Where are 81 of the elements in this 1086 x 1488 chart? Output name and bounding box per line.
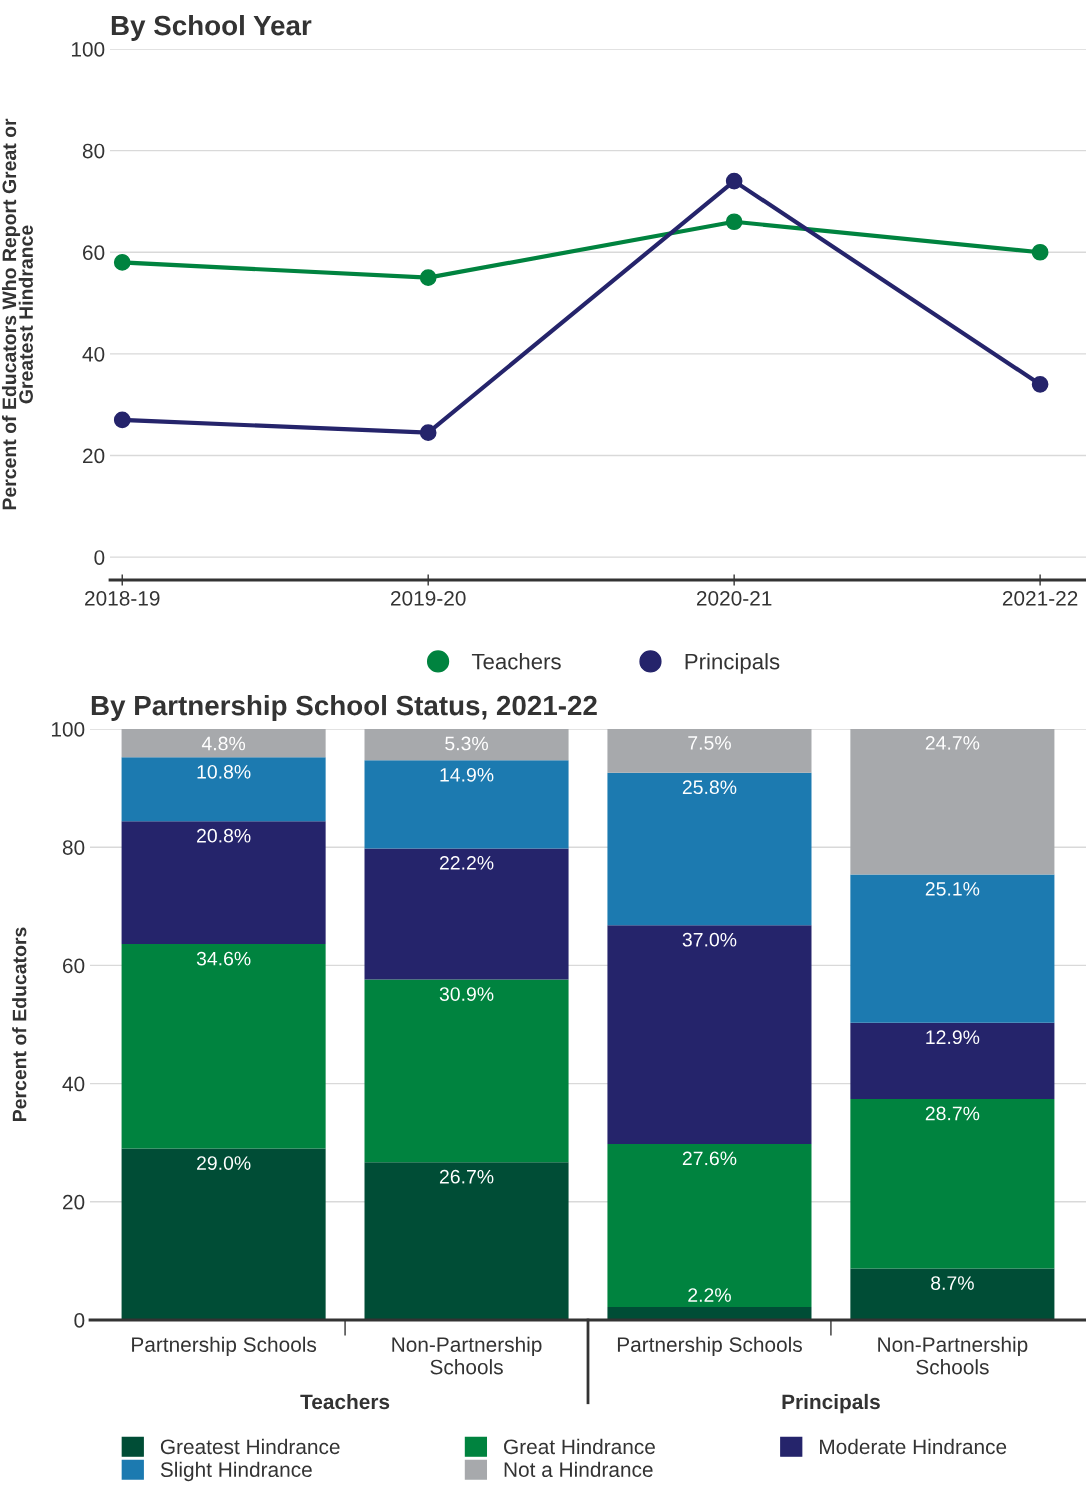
x-tick-label: 2018-19	[85, 590, 160, 606]
legend-label: Moderate Hindrance	[820, 1438, 1007, 1455]
y-tick-label: 100	[71, 42, 105, 57]
legend-label: Teachers	[471, 653, 561, 670]
point	[725, 213, 743, 231]
y-tick-label: 20	[63, 1194, 85, 1210]
chart-title: By Partnership School Status, 2021-22	[91, 694, 597, 721]
x-tick-label: Partnership Schools	[617, 1336, 802, 1357]
bar	[364, 979, 569, 1163]
y-axis-title: Percent of Educators	[12, 927, 27, 1121]
bar	[607, 925, 812, 1144]
point	[1031, 243, 1049, 261]
point	[113, 254, 131, 271]
bar	[850, 729, 1055, 875]
bar	[607, 772, 812, 926]
y-tick-label: 60	[83, 245, 105, 261]
legend-label: Greatest Hindrance	[160, 1438, 340, 1455]
data-label: 12.9%	[926, 1030, 980, 1045]
x-tick-label: 2021-22	[1002, 590, 1078, 606]
bar	[364, 848, 569, 980]
bar	[121, 1148, 326, 1320]
data-label: 26.7%	[439, 1169, 494, 1184]
y-tick-label: 0	[94, 550, 105, 565]
y-tick-label: 80	[62, 840, 85, 855]
bar	[607, 1307, 812, 1320]
legend-label: Great Hindrance	[504, 1438, 655, 1455]
data-label: 14.9%	[440, 767, 494, 782]
data-label: 5.3%	[445, 736, 489, 751]
bar	[607, 729, 812, 773]
legend-label: Principals	[685, 653, 780, 674]
data-label: 24.7%	[925, 736, 980, 750]
data-label: 7.5%	[688, 736, 731, 750]
bar	[121, 944, 326, 1149]
y-tick-label: 80	[82, 143, 105, 159]
x-tick-label: Non-Partnership Schools	[878, 1336, 1028, 1375]
data-label: 22.2%	[439, 855, 494, 870]
text: Principals	[782, 1393, 880, 1414]
data-label: 2.2%	[688, 1288, 731, 1302]
data-label: 28.7%	[925, 1106, 980, 1121]
x-tick-label: Partnership Schools	[132, 1336, 317, 1357]
y-tick-label: 60	[63, 958, 85, 974]
y-tick-label: 40	[82, 346, 105, 362]
y-tick-label: 100	[51, 722, 85, 737]
point	[419, 424, 437, 441]
text: Teachers	[300, 1393, 390, 1410]
data-label: 10.8%	[197, 764, 251, 779]
bar	[364, 729, 569, 761]
bar	[850, 1022, 1055, 1099]
bar	[364, 1162, 569, 1320]
bar	[364, 760, 569, 849]
bar	[121, 729, 326, 758]
point	[113, 411, 131, 429]
data-label: 29.0%	[197, 1156, 251, 1170]
legend-label: Slight Hindrance	[160, 1461, 312, 1482]
bar	[850, 1098, 1055, 1269]
data-label: 20.8%	[197, 828, 251, 843]
data-label: 25.1%	[925, 881, 980, 896]
y-tick-label: 40	[62, 1076, 85, 1092]
chart-title: By School Year	[111, 14, 312, 41]
point	[725, 172, 743, 190]
y-axis-title: Percent of Educators Who Report Great or Greatest Hindrance	[1, 118, 33, 510]
point	[1031, 376, 1049, 393]
data-label: 4.8%	[201, 736, 246, 751]
data-label: 25.8%	[682, 780, 737, 795]
data-label: 27.6%	[682, 1151, 737, 1166]
bar	[121, 821, 326, 945]
x-tick-label: 2020-21	[696, 590, 772, 606]
legend-label: Not a Hindrance	[504, 1461, 653, 1478]
bar	[607, 1143, 812, 1307]
y-tick-label: 0	[74, 1313, 85, 1328]
y-tick-label: 20	[83, 448, 105, 464]
bar	[850, 874, 1055, 1023]
data-label: 8.7%	[931, 1276, 974, 1290]
bar	[121, 757, 326, 822]
x-tick-label: 2019-20	[391, 590, 466, 606]
data-label: 30.9%	[439, 987, 494, 1001]
data-label: 37.0%	[682, 932, 737, 947]
data-label: 34.6%	[196, 951, 251, 966]
x-tick-label: Non-Partnership Schools	[392, 1336, 542, 1375]
point	[419, 269, 437, 286]
bar	[850, 1268, 1055, 1320]
